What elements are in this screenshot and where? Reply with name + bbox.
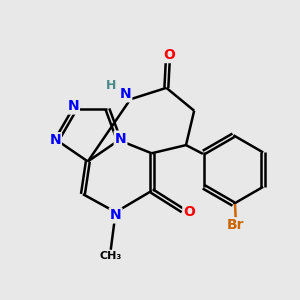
Text: O: O bbox=[183, 205, 195, 219]
Text: Br: Br bbox=[227, 218, 244, 232]
Text: N: N bbox=[67, 100, 79, 113]
Text: H: H bbox=[106, 79, 116, 92]
Text: O: O bbox=[164, 48, 176, 62]
Text: N: N bbox=[115, 131, 126, 146]
Text: CH₃: CH₃ bbox=[100, 251, 122, 261]
Text: N: N bbox=[120, 87, 131, 101]
Text: N: N bbox=[49, 133, 61, 147]
Text: N: N bbox=[110, 208, 122, 222]
